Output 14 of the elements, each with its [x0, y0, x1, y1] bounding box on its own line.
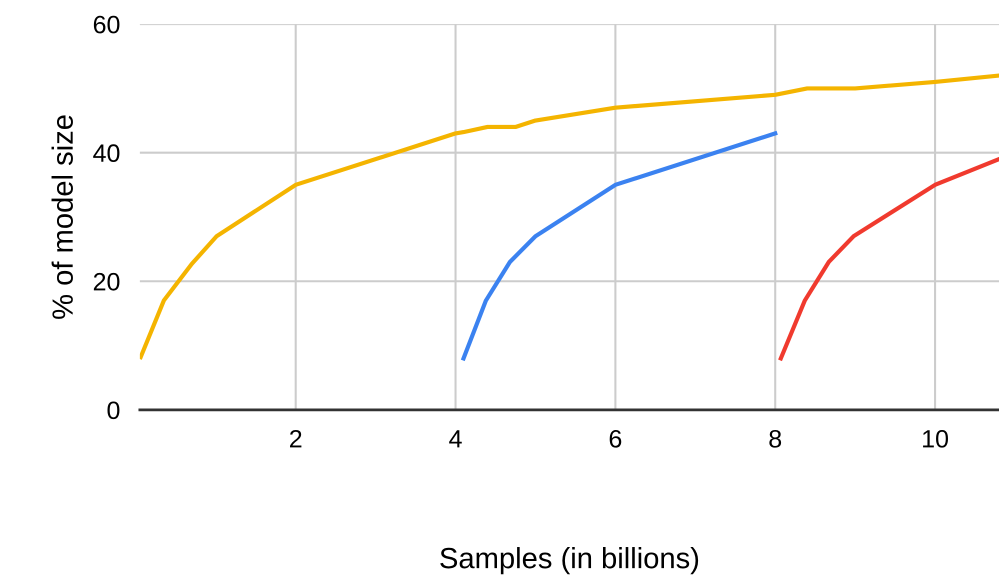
y-tick-label: 40	[93, 144, 120, 162]
x-tick-label: 10	[923, 430, 948, 448]
x-tick-label: 2	[290, 430, 302, 448]
x-tick-label: 4	[449, 430, 462, 448]
y-axis-title: % of model size	[52, 115, 73, 319]
line-series	[778, 157, 999, 360]
y-tick-label: 60	[94, 16, 120, 34]
y-tick-label: 20	[94, 272, 120, 291]
x-tick-label: 8	[769, 430, 782, 448]
x-tick-label: 6	[610, 430, 622, 448]
line-series	[461, 131, 778, 360]
y-tick-label: 0	[107, 401, 120, 420]
line-series	[140, 73, 999, 360]
x-axis-title: Samples (in billions)	[440, 547, 698, 574]
